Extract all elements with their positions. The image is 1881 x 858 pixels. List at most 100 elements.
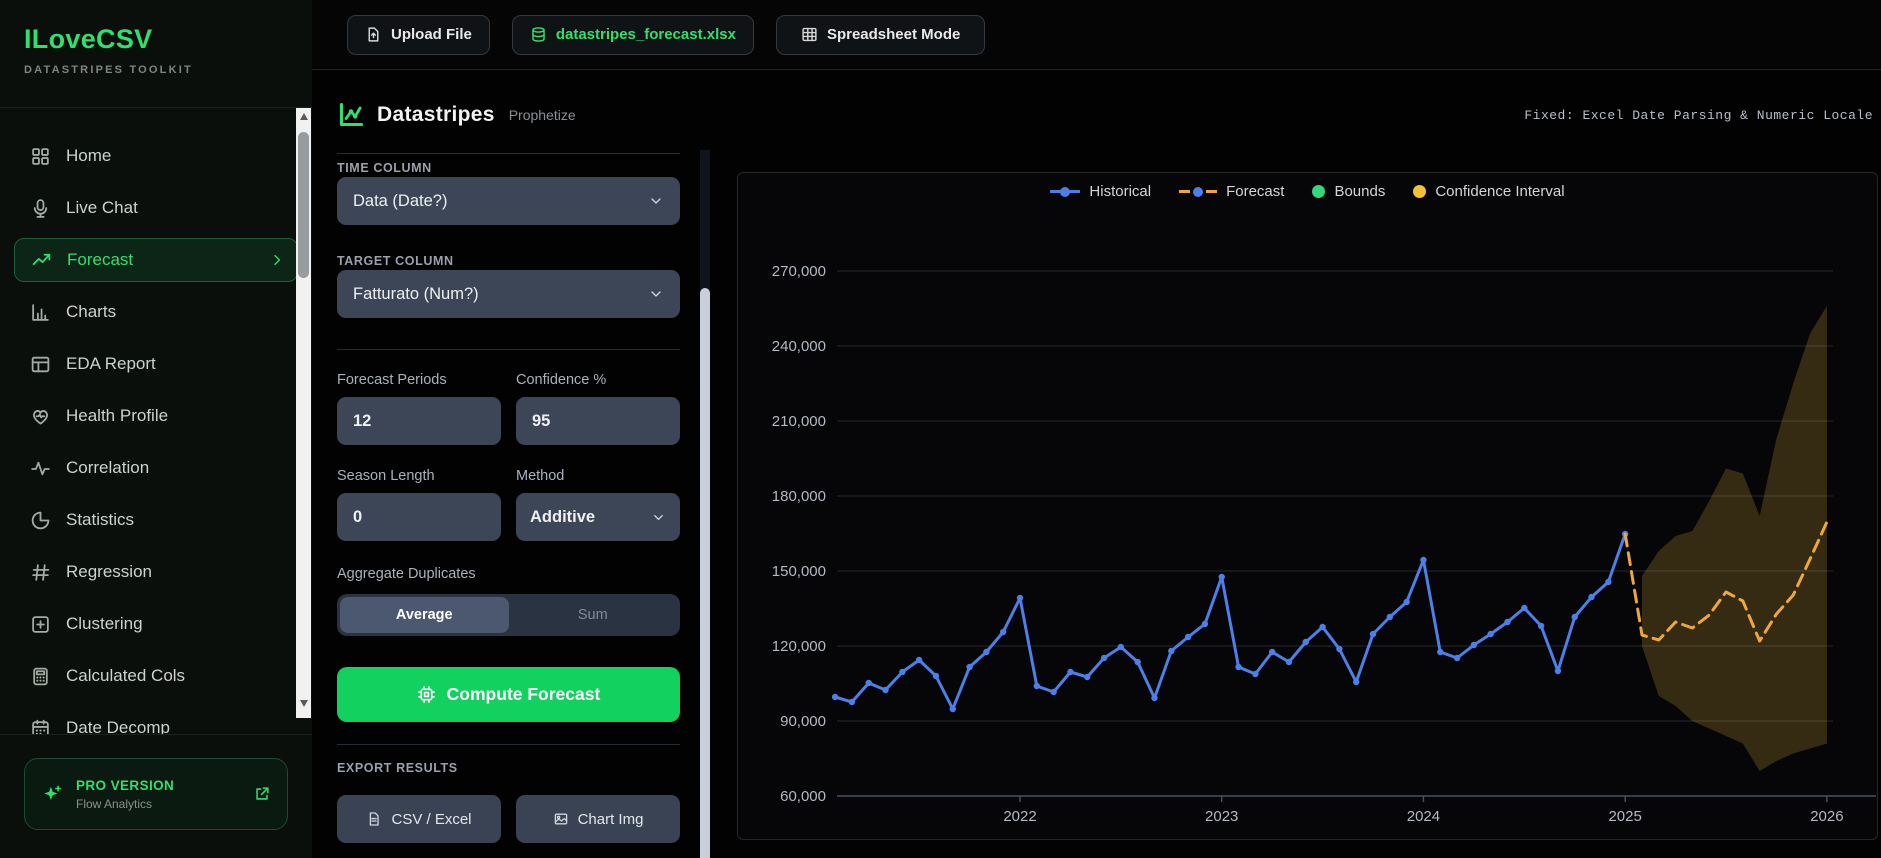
sidebar-item-label: Live Chat (66, 198, 138, 217)
legend-label: Forecast (1226, 183, 1285, 200)
export-csv-label: CSV / Excel (391, 810, 472, 828)
spreadsheet-mode-button[interactable]: Spreadsheet Mode (775, 14, 986, 55)
sidebar-scrollbar-down-arrow[interactable] (299, 700, 308, 707)
svg-text:2022: 2022 (1003, 808, 1036, 825)
legend-dot-marker (1312, 185, 1326, 198)
sidebar-item-charts[interactable]: Charts (14, 290, 298, 334)
home-grid-icon (30, 146, 51, 167)
external-link-icon (253, 785, 271, 803)
method-select[interactable]: Additive (516, 493, 680, 541)
method-label: Method (516, 468, 565, 484)
method-value: Additive (530, 507, 596, 526)
loaded-file-name: datastripes_forecast.xlsx (555, 26, 736, 43)
panel-divider (337, 153, 680, 154)
legend-label: Bounds (1334, 183, 1386, 200)
svg-text:270,000: 270,000 (772, 263, 826, 280)
plus-square-icon (30, 614, 51, 635)
legend-dash-dot-marker (1179, 186, 1218, 197)
brand-title: ILoveCSV (24, 24, 153, 54)
sidebar-scrollbar-up-arrow[interactable] (299, 113, 308, 120)
sidebar-item-label: Charts (66, 302, 117, 321)
confidence-label: Confidence % (516, 372, 607, 388)
sidebar: ILoveCSV DATASTRIPES TOOLKIT Home Live Ch… (0, 0, 312, 858)
panel-divider (337, 349, 680, 350)
chart-image-icon (553, 811, 569, 827)
legend-dot-marker (1413, 185, 1427, 198)
sidebar-item-health-profile[interactable]: Health Profile (14, 394, 298, 438)
legend-label: Confidence Interval (1435, 183, 1565, 200)
sidebar-item-eda-report[interactable]: EDA Report (14, 342, 298, 386)
calculator-icon (30, 666, 51, 687)
sidebar-item-live-chat[interactable]: Live Chat (14, 186, 298, 230)
trend-up-icon (31, 250, 52, 271)
sidebar-item-label: Clustering (66, 614, 143, 633)
season-length-input[interactable] (337, 493, 501, 541)
export-csv-button[interactable]: CSV / Excel (337, 795, 501, 843)
forecast-chart: 60,000 90,000 120,000 150,000 180,000 210,000… (738, 173, 1879, 841)
pro-version-text: PRO VERSION Flow Analytics (76, 778, 253, 811)
svg-text:240,000: 240,000 (772, 338, 826, 355)
method-group: Method Additive (516, 468, 680, 541)
chevron-down-icon (648, 193, 664, 209)
aggregate-option-sum[interactable]: Sum (577, 607, 608, 623)
export-chart-img-button[interactable]: Chart Img (516, 795, 680, 843)
sidebar-item-calculated-cols[interactable]: Calculated Cols (14, 654, 298, 698)
loaded-file-chip[interactable]: datastripes_forecast.xlsx (511, 14, 754, 55)
hash-icon (30, 562, 51, 583)
brand-subtitle: DATASTRIPES TOOLKIT (24, 64, 193, 76)
upload-file-label: Upload File (391, 26, 472, 43)
svg-text:2023: 2023 (1205, 808, 1238, 825)
panel-scrollbar-thumb[interactable] (700, 288, 710, 858)
legend-line-dot-marker (1050, 186, 1081, 197)
time-column-select[interactable]: Data (Date?) (337, 177, 680, 225)
chevron-right-icon (269, 252, 285, 268)
calendar-icon (30, 718, 51, 734)
legend-item-bounds[interactable]: Bounds (1312, 183, 1385, 200)
database-icon (530, 26, 547, 43)
pro-version-card[interactable]: PRO VERSION Flow Analytics (24, 758, 288, 830)
sidebar-item-home[interactable]: Home (14, 134, 298, 178)
pro-version-subtitle: Flow Analytics (76, 796, 153, 811)
sidebar-nav: Home Live Chat Forecast Charts EDA Report Hea… (0, 130, 312, 734)
legend-item-historical[interactable]: Historical (1050, 183, 1151, 200)
svg-text:2026: 2026 (1810, 808, 1843, 825)
sidebar-item-regression[interactable]: Regression (14, 550, 298, 594)
aggregate-option-average[interactable]: Average (340, 597, 509, 633)
svg-text:120,000: 120,000 (772, 638, 826, 655)
sidebar-item-label: Calculated Cols (66, 666, 186, 685)
forecast-periods-input[interactable] (337, 397, 501, 445)
legend-item-forecast[interactable]: Forecast (1179, 183, 1284, 200)
sidebar-item-label: Statistics (66, 510, 135, 529)
sidebar-item-date-decomp[interactable]: Date Decomp (14, 706, 298, 734)
sparkles-icon (41, 783, 63, 805)
forecast-control-panel: TIME COLUMN Data (Date?) TARGET COLUMN F… (337, 150, 680, 850)
activity-icon (30, 458, 51, 479)
chevron-down-icon (651, 510, 666, 525)
datastripes-logo-icon (337, 101, 365, 129)
confidence-input[interactable] (516, 397, 680, 445)
legend-item-confidence-interval[interactable]: Confidence Interval (1413, 183, 1565, 200)
target-column-value: Fatturato (Num?) (353, 284, 479, 303)
chart-legend: Historical Forecast Bounds Confidence Inter… (738, 183, 1877, 200)
sidebar-item-label: Regression (66, 562, 152, 581)
sidebar-item-label: Home (66, 146, 112, 165)
target-column-select[interactable]: Fatturato (Num?) (337, 270, 680, 318)
sidebar-item-statistics[interactable]: Statistics (14, 498, 298, 542)
sidebar-bottom-divider (0, 734, 312, 735)
sidebar-item-clustering[interactable]: Clustering (14, 602, 298, 646)
forecast-chart-card: Historical Forecast Bounds Confidence Inter… (737, 172, 1878, 840)
upload-file-button[interactable]: Upload File (347, 14, 490, 55)
file-text-icon (366, 811, 382, 827)
sidebar-scrollbar-thumb[interactable] (298, 132, 309, 278)
svg-text:60,000: 60,000 (780, 788, 826, 805)
svg-text:2025: 2025 (1608, 808, 1641, 825)
upload-file-icon (365, 26, 382, 43)
sidebar-item-correlation[interactable]: Correlation (14, 446, 298, 490)
sidebar-item-forecast[interactable]: Forecast (14, 238, 298, 282)
heart-pulse-icon (30, 406, 51, 427)
compute-forecast-button[interactable]: Compute Forecast (337, 667, 680, 722)
compute-forecast-label: Compute Forecast (446, 684, 601, 704)
sidebar-divider (0, 107, 312, 108)
time-column-value: Data (Date?) (353, 191, 448, 210)
datastripes-header: Datastripes Prophetize Fixed: Excel Date… (337, 94, 1873, 136)
